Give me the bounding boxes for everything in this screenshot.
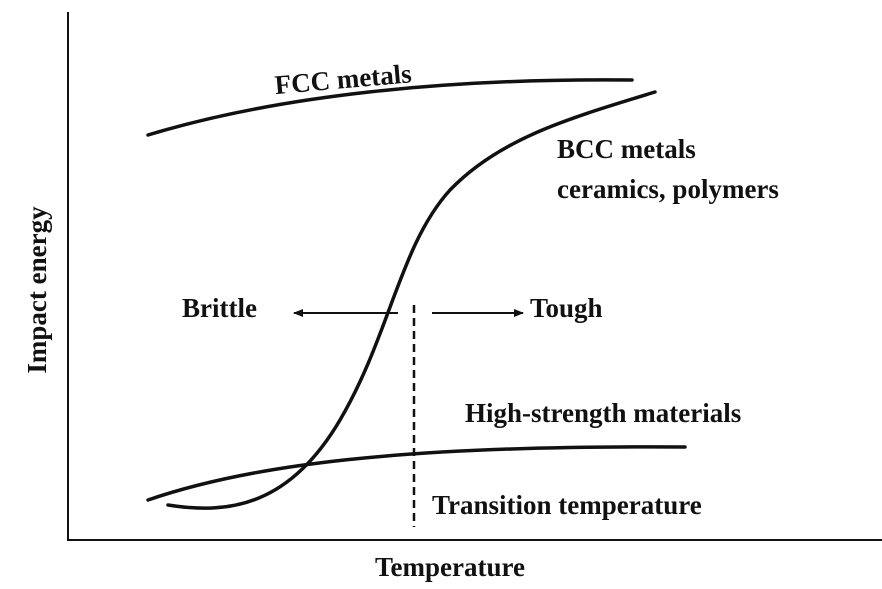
y-axis-label: Impact energy [22,206,52,374]
curve-label: High-strength materials [465,398,741,428]
fcc-curve [146,78,634,137]
annotation: Transition temperature [432,490,702,520]
annotation: Brittle [182,293,257,323]
curve-label: ceramics, polymers [557,174,779,204]
curve-label: BCC metals [557,134,696,164]
high-strength-curve [146,445,687,502]
curve-label: FCC metals [273,58,412,100]
x-axis-label: Temperature [375,552,525,582]
bcc-curve [166,90,657,510]
annotation: Tough [530,293,603,323]
